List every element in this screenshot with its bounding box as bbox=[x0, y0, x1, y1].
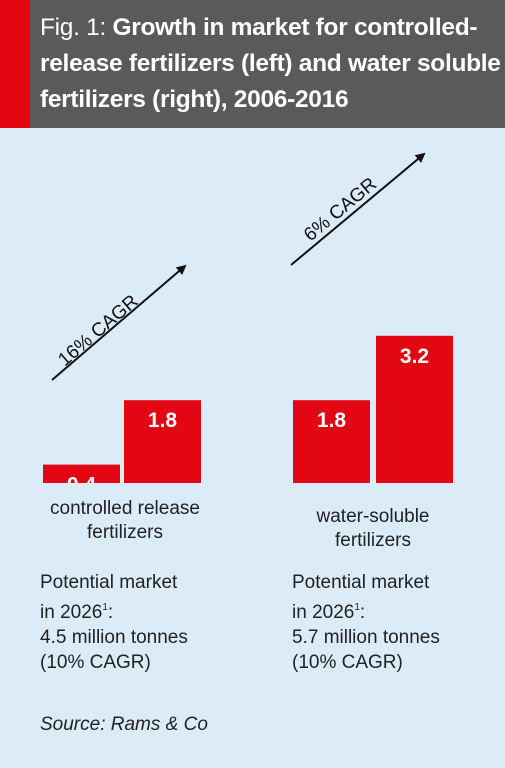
growth-arrow bbox=[290, 152, 426, 266]
note-line: in 20261: bbox=[292, 602, 366, 623]
note-line: 5.7 million tonnes bbox=[292, 627, 440, 648]
bar-0-0 bbox=[43, 464, 120, 483]
header-accent-bar bbox=[0, 0, 30, 128]
note-line: in 20261: bbox=[40, 602, 114, 623]
note-line: (10% CAGR) bbox=[40, 652, 151, 673]
cagr-annotation: 16% CAGR bbox=[54, 291, 142, 371]
cagr-annotation: 6% CAGR bbox=[300, 174, 381, 246]
bar-1-0 bbox=[293, 400, 370, 483]
bar-0-1 bbox=[124, 400, 201, 483]
bar-value-label: 1.8 bbox=[148, 409, 178, 432]
figure-header: Fig. 1: Growth in market for controlled-… bbox=[0, 0, 505, 128]
category-label-water-soluble: water-soluble fertilizers bbox=[316, 506, 430, 551]
note-line: Potential market bbox=[292, 572, 430, 593]
bar-value-label: 3.2 bbox=[400, 345, 429, 368]
figure-title-text: Growth in market for controlled-release … bbox=[40, 14, 501, 113]
potential-market-note-right: Potential market in 20261: 5.7 million t… bbox=[292, 570, 440, 675]
figure-label: Fig. 1: bbox=[40, 14, 106, 41]
note-line: Potential market bbox=[40, 572, 178, 593]
note-line: (10% CAGR) bbox=[292, 652, 403, 673]
figure-title: Fig. 1: Growth in market for controlled-… bbox=[40, 10, 502, 118]
category-label-controlled-release: controlled release fertilizers bbox=[50, 498, 200, 543]
bar-value-label: 1.8 bbox=[317, 409, 347, 432]
growth-arrow bbox=[51, 264, 187, 381]
bar-value-label: 0.4 bbox=[67, 474, 97, 483]
bar-chart: 0.4 1.8 16% CAGR 1.8 3.2 6% CAGR bbox=[43, 152, 453, 483]
note-line: 4.5 million tonnes bbox=[40, 627, 188, 648]
bar-1-1 bbox=[376, 335, 453, 483]
source-note: Source: Rams & Co bbox=[40, 714, 208, 735]
potential-market-note-left: Potential market in 20261: 4.5 million t… bbox=[40, 570, 188, 675]
